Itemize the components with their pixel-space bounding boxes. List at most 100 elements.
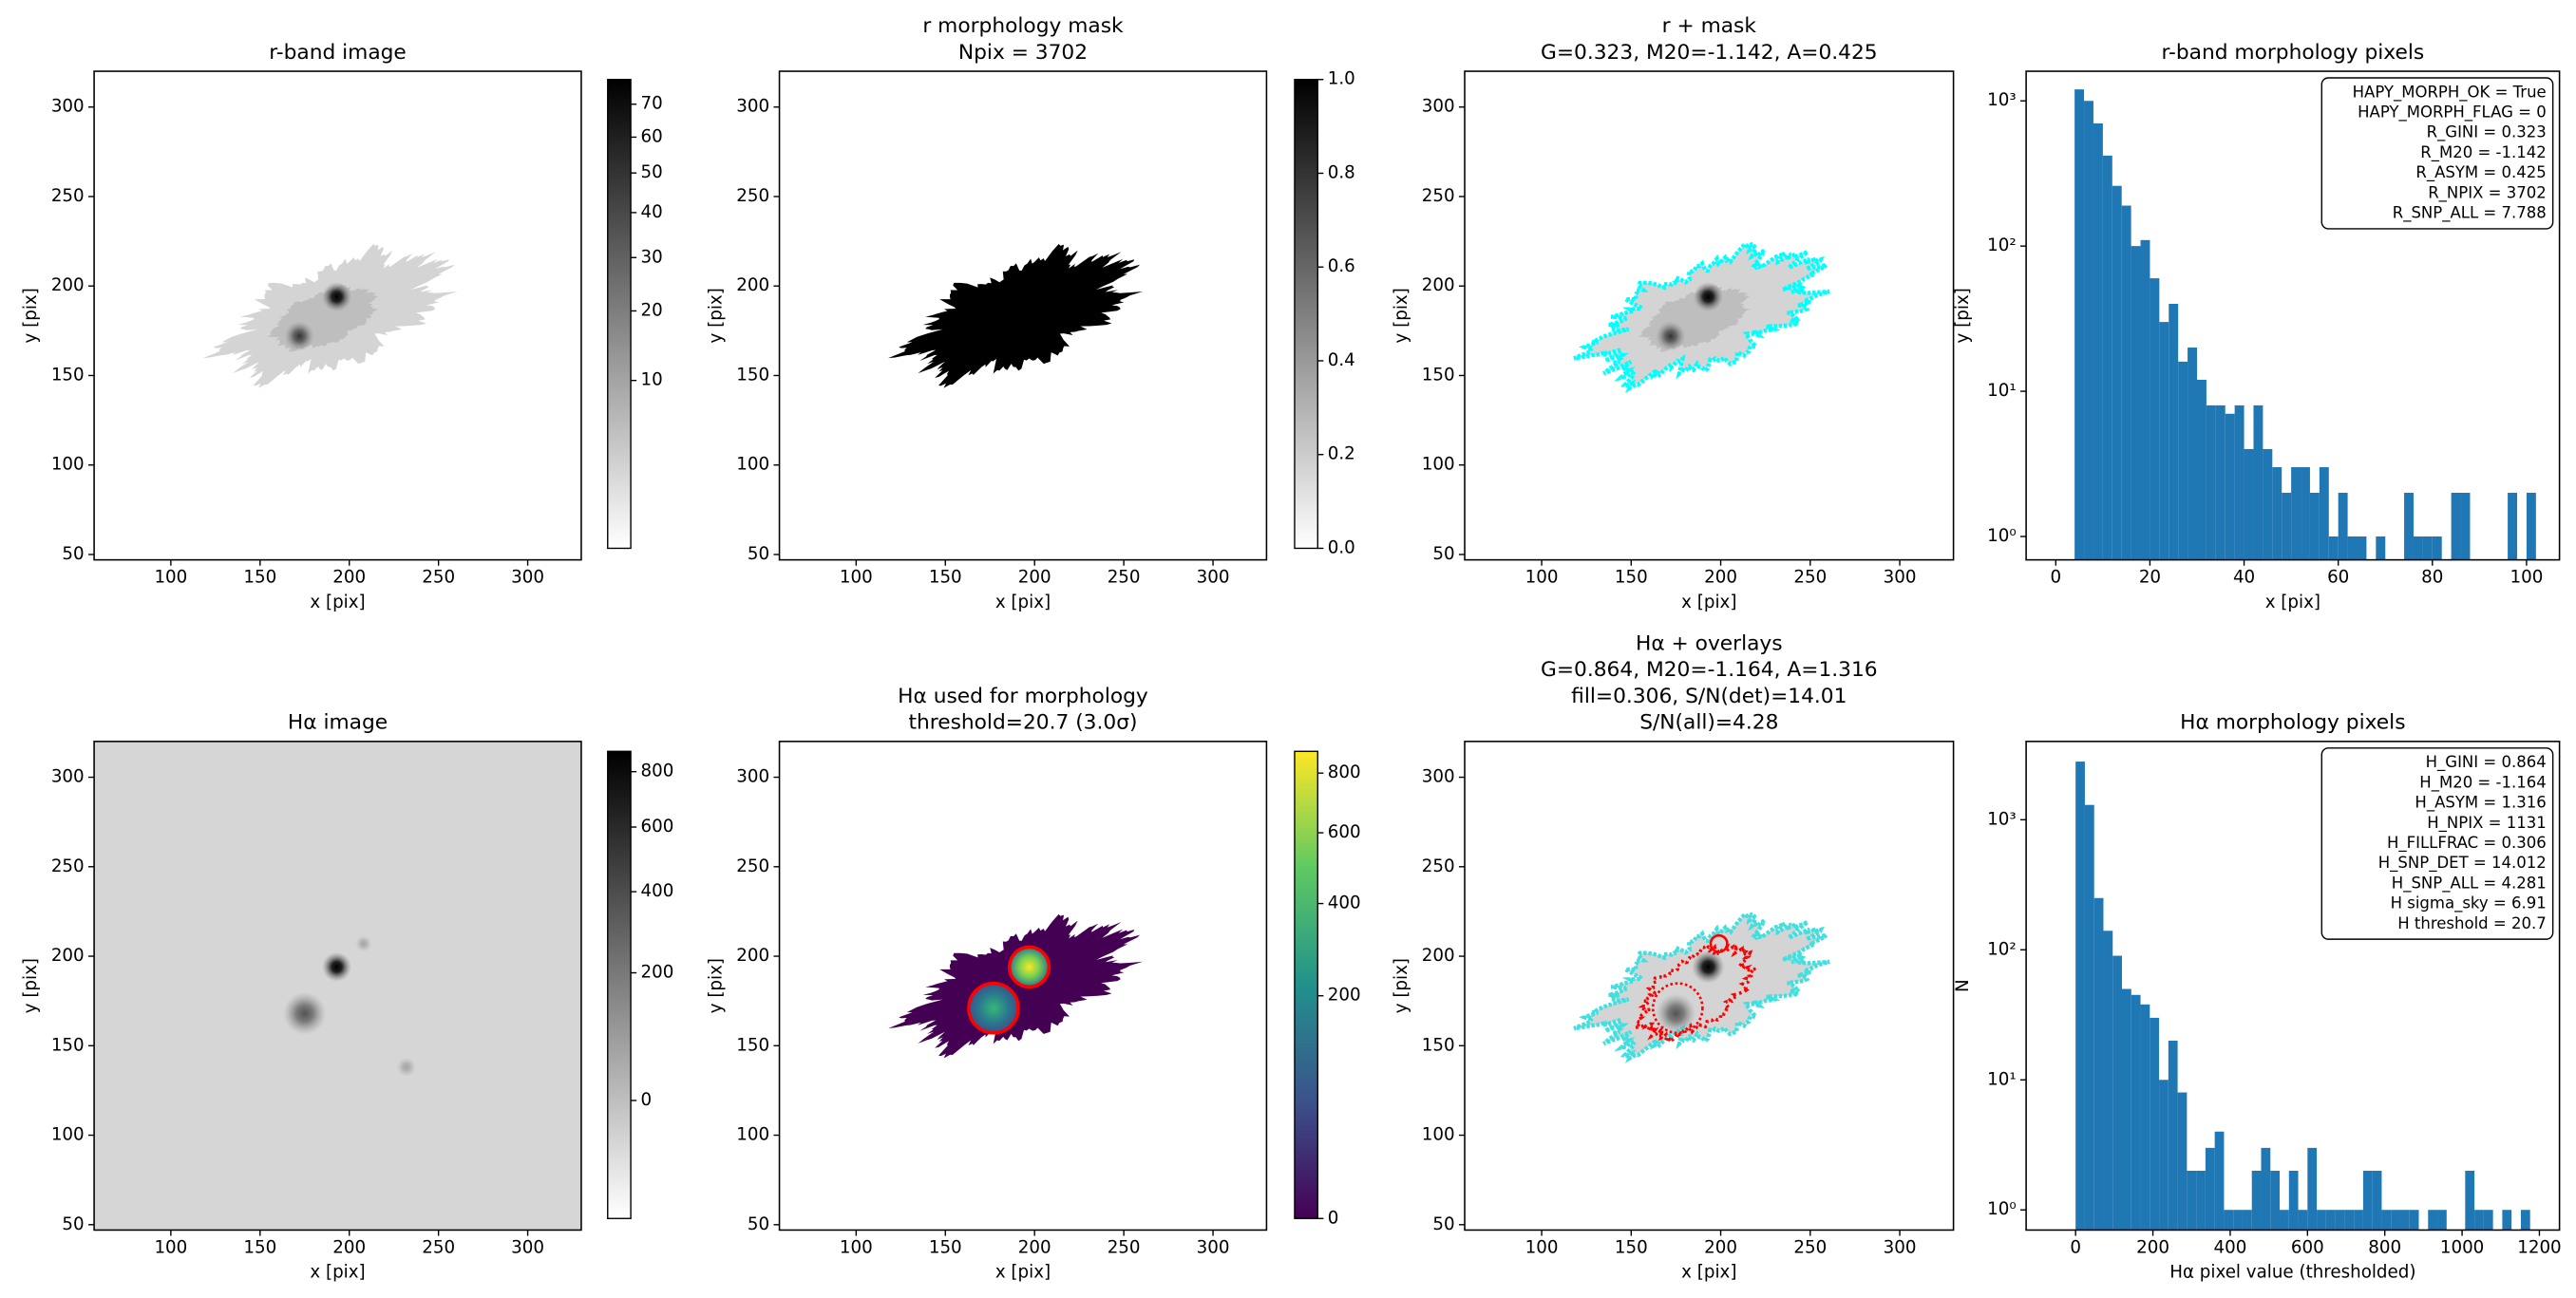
x-tick-label: 150	[1615, 568, 1648, 588]
y-tick-label: 10⁰	[1987, 526, 2017, 546]
x-axis-label: x [pix]	[995, 1263, 1051, 1283]
colorbar-tick-label: 0.6	[1328, 256, 1355, 276]
bar	[2169, 304, 2179, 560]
y-tick-label: 200	[736, 275, 769, 295]
bar	[2196, 379, 2207, 560]
x-tick-label: 150	[243, 568, 276, 588]
x-tick-label: 200	[332, 1238, 366, 1258]
image	[1573, 911, 1830, 1063]
bar	[2338, 492, 2348, 560]
colorbar	[607, 79, 632, 550]
x-tick-label: 0	[2051, 568, 2062, 588]
axes-frame	[93, 741, 582, 1232]
det-contour	[1709, 933, 1729, 953]
y-axis-label: y [pix]	[21, 958, 41, 1013]
panel-title: r-band morphology pixels	[2161, 41, 2424, 65]
colorbar-tick-label: 800	[1328, 762, 1361, 782]
galaxy-core	[1691, 950, 1725, 984]
panel-title: S/N(all)=4.28	[1639, 711, 1778, 735]
bar	[2280, 1210, 2289, 1231]
x-tick-label: 200	[2136, 1238, 2169, 1258]
axes-frame	[1464, 70, 1955, 561]
bar	[2372, 1170, 2382, 1231]
image-background	[94, 741, 581, 1231]
bar	[2242, 1210, 2252, 1231]
bar	[2112, 955, 2123, 1231]
panel: 100 150 200 250 300 50 100 150 200 250 300 x [pix] y…	[1392, 14, 1955, 612]
x-tick-label: 150	[929, 1238, 962, 1258]
x-axis-label: x [pix]	[310, 1263, 365, 1283]
colorbar-tick-label: 0	[641, 1090, 653, 1110]
bar	[2140, 239, 2150, 560]
bar	[2272, 467, 2282, 560]
annotation-line: HAPY_MORPH_OK = True	[2353, 83, 2547, 102]
y-tick-label: 300	[51, 97, 85, 117]
bar	[2307, 1147, 2318, 1231]
x-tick-label: 40	[2233, 568, 2255, 588]
annotation-line: R_GINI = 0.323	[2427, 123, 2547, 142]
x-tick-label: 250	[1108, 1238, 1141, 1258]
panel: 100 150 200 250 300 50 100 150 200 250 300 x [pix] y…	[706, 14, 1354, 612]
bar	[2084, 101, 2093, 560]
colorbar-tick-label: 0.8	[1328, 162, 1355, 182]
y-tick-label: 150	[51, 1035, 85, 1055]
det-contour	[1651, 982, 1704, 1035]
bar	[2196, 1170, 2206, 1231]
x-tick-label: 300	[1197, 568, 1230, 588]
panel: 100 150 200 250 300 50 100 150 200 250 300 x [pix] y…	[1392, 631, 1955, 1283]
y-tick-label: 150	[1422, 1035, 1455, 1055]
panel: 0 20 40 60 80 100 10⁰ 10¹ 10² 10³ x [pix] y [pix] r-…	[1953, 41, 2561, 612]
bar	[2347, 536, 2358, 560]
x-tick-label: 60	[2327, 568, 2349, 588]
galaxy-core	[284, 321, 314, 351]
axes-frame	[93, 70, 582, 561]
y-tick-label: 100	[1422, 1125, 1455, 1145]
colorbar-tick-label: 1.0	[1328, 69, 1355, 89]
x-tick-label: 80	[2421, 568, 2443, 588]
bar	[2520, 1210, 2530, 1231]
x-tick-label: 250	[1793, 1238, 1827, 1258]
y-tick-label: 50	[748, 1214, 769, 1234]
bar	[2301, 467, 2310, 560]
colorbar-tick-label: 600	[641, 817, 674, 837]
y-tick-label: 100	[51, 455, 85, 475]
bar	[2335, 1210, 2345, 1231]
bar	[2233, 1210, 2243, 1231]
bar	[2188, 348, 2197, 560]
bar	[2354, 1210, 2363, 1231]
colorbar-tick-label: 200	[641, 963, 674, 983]
bar	[2261, 1147, 2271, 1231]
bar	[2309, 492, 2320, 560]
galaxy-core	[321, 281, 352, 312]
image	[1573, 241, 1830, 393]
colorbar-tick-label: 60	[641, 126, 663, 146]
galaxy-core	[283, 991, 327, 1035]
y-tick-label: 10⁰	[1987, 1199, 2017, 1219]
colorbar-tick-label: 40	[641, 202, 663, 222]
y-tick-label: 10³	[1987, 90, 2017, 110]
annotation-line: H_M20 = -1.164	[2419, 773, 2546, 792]
colorbar-tick-label: 400	[641, 881, 674, 901]
colorbar-tick-label: 0.4	[1328, 350, 1355, 370]
y-axis-label: y [pix]	[706, 288, 726, 343]
bar	[2409, 1210, 2419, 1231]
y-tick-label: 10²	[1987, 939, 2017, 959]
annotation-line: R_ASYM = 0.425	[2415, 163, 2546, 182]
y-tick-label: 100	[1422, 455, 1455, 475]
image	[888, 244, 1144, 388]
bar	[2187, 1170, 2197, 1231]
x-axis-label: x [pix]	[2265, 593, 2320, 612]
bar	[2205, 1147, 2215, 1231]
y-tick-label: 100	[51, 1125, 85, 1145]
colorbar	[607, 750, 632, 1219]
x-tick-label: 300	[511, 568, 544, 588]
y-tick-label: 200	[736, 946, 769, 966]
x-tick-label: 100	[154, 1238, 187, 1258]
x-tick-label: 300	[1197, 1238, 1230, 1258]
y-tick-label: 250	[736, 186, 769, 206]
bar	[2282, 492, 2292, 560]
annotation-line: H_NPIX = 1131	[2427, 814, 2546, 833]
bar	[2428, 1210, 2438, 1231]
bar	[2474, 1210, 2484, 1231]
